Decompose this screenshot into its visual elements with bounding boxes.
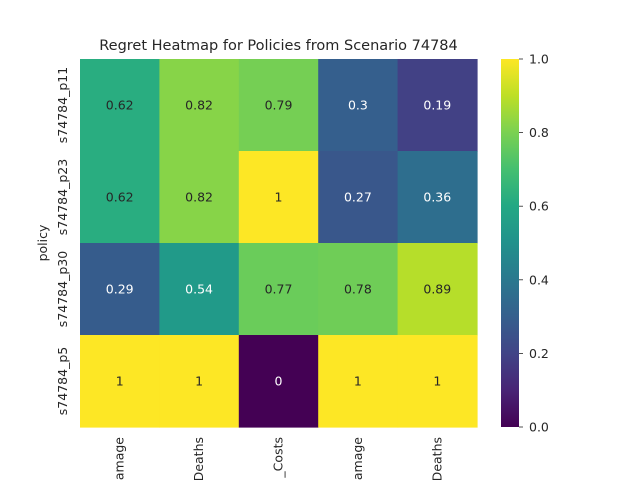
cell-r3-c2	[238, 335, 319, 428]
cell-label-r1-c2: 1	[275, 190, 283, 205]
cell-r3-c1	[159, 335, 240, 428]
cell-r3-c3	[318, 335, 399, 428]
cell-r0-c3	[318, 59, 399, 152]
cell-label-r0-c4: 0.19	[423, 98, 451, 113]
cell-label-r1-c1: 0.82	[185, 190, 213, 205]
row-tick-label-2: s74784_p30	[55, 251, 70, 327]
cell-r2-c2	[238, 243, 319, 336]
cell-r1-c0	[80, 151, 160, 244]
cell-label-r0-c3: 0.3	[348, 98, 368, 113]
colorbar-tick-label-0: 0.0	[529, 420, 549, 435]
cell-r1-c4	[397, 151, 478, 244]
cell-r0-c2	[238, 59, 319, 152]
cell-r0-c4	[397, 59, 478, 152]
cell-r3-c4	[397, 335, 478, 428]
cell-r1-c2	[238, 151, 319, 244]
column-tick-label-2: _Costs	[271, 437, 286, 479]
cell-label-r3-c2: 0	[275, 374, 283, 389]
column-tick-labels: amage Deaths _Costs amage Deaths	[112, 437, 445, 480]
cell-label-r1-c3: 0.27	[344, 190, 372, 205]
cell-label-r2-c0: 0.29	[106, 282, 134, 297]
cell-r2-c1	[159, 243, 240, 336]
cell-label-r2-c3: 0.78	[344, 282, 372, 297]
cell-label-r0-c0: 0.62	[106, 98, 134, 113]
column-tick-label-4: Deaths	[429, 437, 444, 480]
cell-label-r1-c0: 0.62	[106, 190, 134, 205]
cell-label-r3-c1: 1	[195, 374, 203, 389]
colorbar-tick-label-4: 0.8	[529, 125, 549, 140]
cell-label-r0-c2: 0.79	[265, 98, 293, 113]
colorbar-tick-label-2: 0.4	[529, 272, 549, 287]
cell-r3-c0	[80, 335, 160, 428]
colorbar-tick-label-5: 1.0	[529, 52, 549, 67]
chart-title: Regret Heatmap for Policies from Scenari…	[99, 38, 458, 54]
cell-r2-c4	[397, 243, 478, 336]
heatmap-cell-labels: 0.62 0.82 0.79 0.3 0.19 0.62 0.82 1 0.27 0.36 0.29…	[106, 98, 451, 389]
cell-r0-c1	[159, 59, 240, 152]
colorbar: 0.0 0.2 0.4 0.6 0.8 1.0	[501, 52, 549, 435]
cell-r1-c1	[159, 151, 240, 244]
cell-label-r3-c0: 1	[116, 374, 124, 389]
row-tick-labels: s74784_p11 s74784_p23 s74784_p30 s74784_p5	[55, 67, 70, 415]
colorbar-tick-label-1: 0.2	[529, 346, 549, 361]
cell-r1-c3	[318, 151, 399, 244]
cell-label-r2-c2: 0.77	[265, 282, 293, 297]
column-tick-label-0: amage	[112, 437, 127, 480]
colorbar-gradient	[501, 59, 519, 427]
y-axis-label: policy	[35, 224, 50, 261]
cell-label-r3-c4: 1	[433, 374, 441, 389]
heatmap-cells	[80, 59, 478, 428]
column-tick-label-1: Deaths	[191, 437, 206, 480]
cell-r0-c0	[80, 59, 160, 152]
row-tick-label-3: s74784_p5	[55, 347, 70, 415]
row-tick-label-0: s74784_p11	[55, 67, 70, 143]
colorbar-tick-labels: 0.0 0.2 0.4 0.6 0.8 1.0	[519, 52, 549, 435]
cell-label-r2-c1: 0.54	[185, 282, 213, 297]
row-tick-label-1: s74784_p23	[55, 159, 70, 235]
cell-label-r3-c3: 1	[354, 374, 362, 389]
cell-label-r2-c4: 0.89	[423, 282, 451, 297]
column-tick-label-3: amage	[350, 437, 365, 480]
cell-r2-c0	[80, 243, 160, 336]
cell-label-r0-c1: 0.82	[185, 98, 213, 113]
colorbar-tick-label-3: 0.6	[529, 199, 549, 214]
cell-label-r1-c4: 0.36	[423, 190, 451, 205]
cell-r2-c3	[318, 243, 399, 336]
